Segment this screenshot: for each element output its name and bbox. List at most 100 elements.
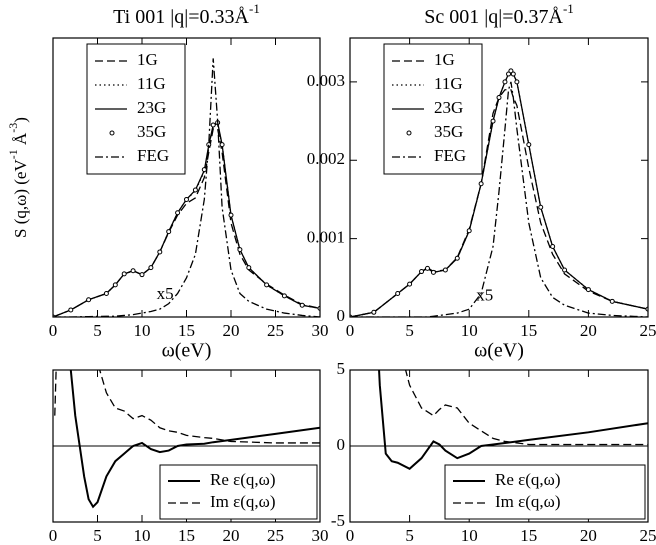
x-tick-label: 10 [134,321,151,340]
data-point [442,267,448,273]
data-point [86,297,92,303]
y-label-text: Å [11,132,30,149]
legend-symbol [109,130,115,136]
plot-area [378,370,648,471]
chart-title: Ti 001 |q|=0.33Å-1 [113,1,260,28]
x-tick-label: 20 [223,526,240,545]
y-label-sup: -3 [6,123,20,133]
title-text: Sc 001 |q|=0.37Å [424,6,563,28]
axes-frame [349,369,649,523]
data-point [103,290,109,296]
title-sup: -1 [249,1,260,16]
data-point [210,122,216,128]
data-point [562,267,568,273]
y-tick-label: 5 [337,359,346,378]
plot-area [53,58,320,317]
series-line [378,370,648,471]
data-point [454,255,460,261]
chart-title: Sc 001 |q|=0.37Å-1 [424,1,574,28]
x-tick-label: 10 [134,526,151,545]
legend-label: Re ε(q,ω) [210,470,276,489]
x-tick-label: 20 [580,321,597,340]
legend-label: 11G [137,74,166,93]
annotation: x5 [157,284,174,303]
data-point [419,269,425,275]
annotation: x5 [476,286,493,305]
series-line [54,370,320,444]
x-tick-label: 20 [580,526,597,545]
y-axis-label: S (q,ω) (eV-1 Å-3) [6,117,30,238]
y-tick-label: 0.001 [307,228,345,247]
x-tick-label: 15 [178,526,195,545]
legend-box [159,464,318,520]
data-point [219,142,225,148]
legend-label: Re ε(q,ω) [495,470,561,489]
data-point [502,79,508,85]
data-point [490,118,496,124]
x-tick-label: 25 [640,526,656,545]
axes-frame [349,37,649,318]
y-tick-label: 0.003 [307,71,345,90]
data-point [112,282,118,288]
data-point [424,265,430,271]
x-tick-label: 0 [49,321,58,340]
y-label-text: ) [11,117,30,123]
data-point [299,302,305,308]
data-point [609,298,615,304]
data-point [166,229,172,235]
x-tick-label: 30 [312,526,329,545]
x-tick-label: 10 [461,321,478,340]
x-tick-label: 0 [346,321,355,340]
legend-label: 1G [137,50,158,69]
y-tick-label: 0 [337,306,346,325]
x-tick-label: 15 [520,321,537,340]
x-tick-label: 0 [346,526,355,545]
data-point [407,281,413,287]
legend-label: 23G [434,98,463,117]
x-axis-label: ω(eV) [474,340,524,362]
series-line [350,81,648,317]
data-point [526,142,532,148]
data-point [395,290,401,296]
legend-label: 11G [434,74,463,93]
x-tick-label: 25 [267,526,284,545]
data-point [538,204,544,210]
data-point [430,269,436,275]
legend-label: FEG [434,146,466,165]
x-tick-label: 15 [520,526,537,545]
x-axis-label: ω(eV) [162,340,212,362]
plot-area [54,370,320,509]
axes-frame [52,37,321,318]
data-point [496,95,502,101]
series-line [404,370,648,446]
plot-area [350,68,648,317]
x-tick-label: 5 [93,321,102,340]
legend-label: 35G [434,122,463,141]
x-tick-label: 5 [405,321,414,340]
data-point [466,228,472,234]
data-point [550,243,556,249]
series-line [53,58,320,317]
data-point [121,271,127,277]
data-point [264,282,270,288]
y-tick-label: 0.002 [307,149,345,168]
legend-box [444,464,646,520]
x-tick-label: 10 [461,526,478,545]
data-point [130,268,136,274]
data-point [514,79,520,85]
x-tick-label: 25 [267,321,284,340]
legend-label: FEG [137,146,169,165]
data-point [68,307,74,313]
legend-label: 23G [137,98,166,117]
data-point [510,71,516,77]
data-point [192,187,198,193]
x-tick-label: 15 [178,321,195,340]
data-point [201,167,207,173]
x-tick-label: 20 [223,321,240,340]
legend-label: 35G [137,122,166,141]
legend-label: Im ε(q,ω) [495,492,561,511]
data-point [246,265,252,271]
y-label-text: S (q,ω) (eV [11,159,30,238]
data-point [157,249,163,255]
